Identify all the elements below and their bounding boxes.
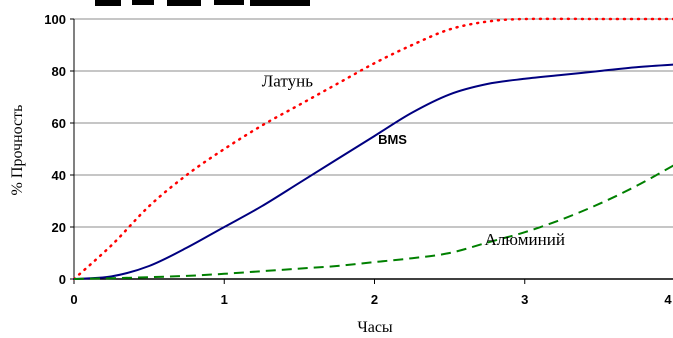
cutoff-title-glyphs: [95, 0, 310, 6]
x-tick-label-4: 4: [664, 292, 672, 307]
annotation-brass: Латунь: [262, 72, 313, 91]
y-tick-label-60: 60: [52, 116, 66, 131]
annotation-aluminium: Алюминий: [485, 230, 565, 249]
annotation-bms: BMS: [378, 132, 407, 147]
series-line-bms: [73, 63, 673, 280]
series-line-brass: [72, 17, 673, 281]
x-tick-label-0: 0: [70, 292, 77, 307]
x-tick-label-1: 1: [221, 292, 228, 307]
series-line-aluminium: [73, 164, 673, 280]
x-tick-label-3: 3: [521, 292, 528, 307]
y-axis-title: % Прочность: [9, 105, 26, 196]
x-axis-title: Часы: [357, 319, 393, 336]
x-tick-labels: 0 1 2 3 4: [70, 279, 672, 307]
y-tick-label-40: 40: [52, 168, 66, 183]
y-tick-label-0: 0: [59, 272, 66, 287]
y-tick-labels: 0 20 40 60 80 100: [44, 12, 74, 287]
y-tick-label-20: 20: [52, 220, 66, 235]
x-tick-label-2: 2: [371, 292, 378, 307]
gridlines: [74, 18, 673, 228]
annotations: Латунь BMS Алюминий: [262, 72, 565, 250]
series-lines: [72, 17, 673, 281]
y-tick-label-80: 80: [52, 64, 66, 79]
axes: [73, 19, 673, 280]
y-tick-label-100: 100: [44, 12, 66, 27]
